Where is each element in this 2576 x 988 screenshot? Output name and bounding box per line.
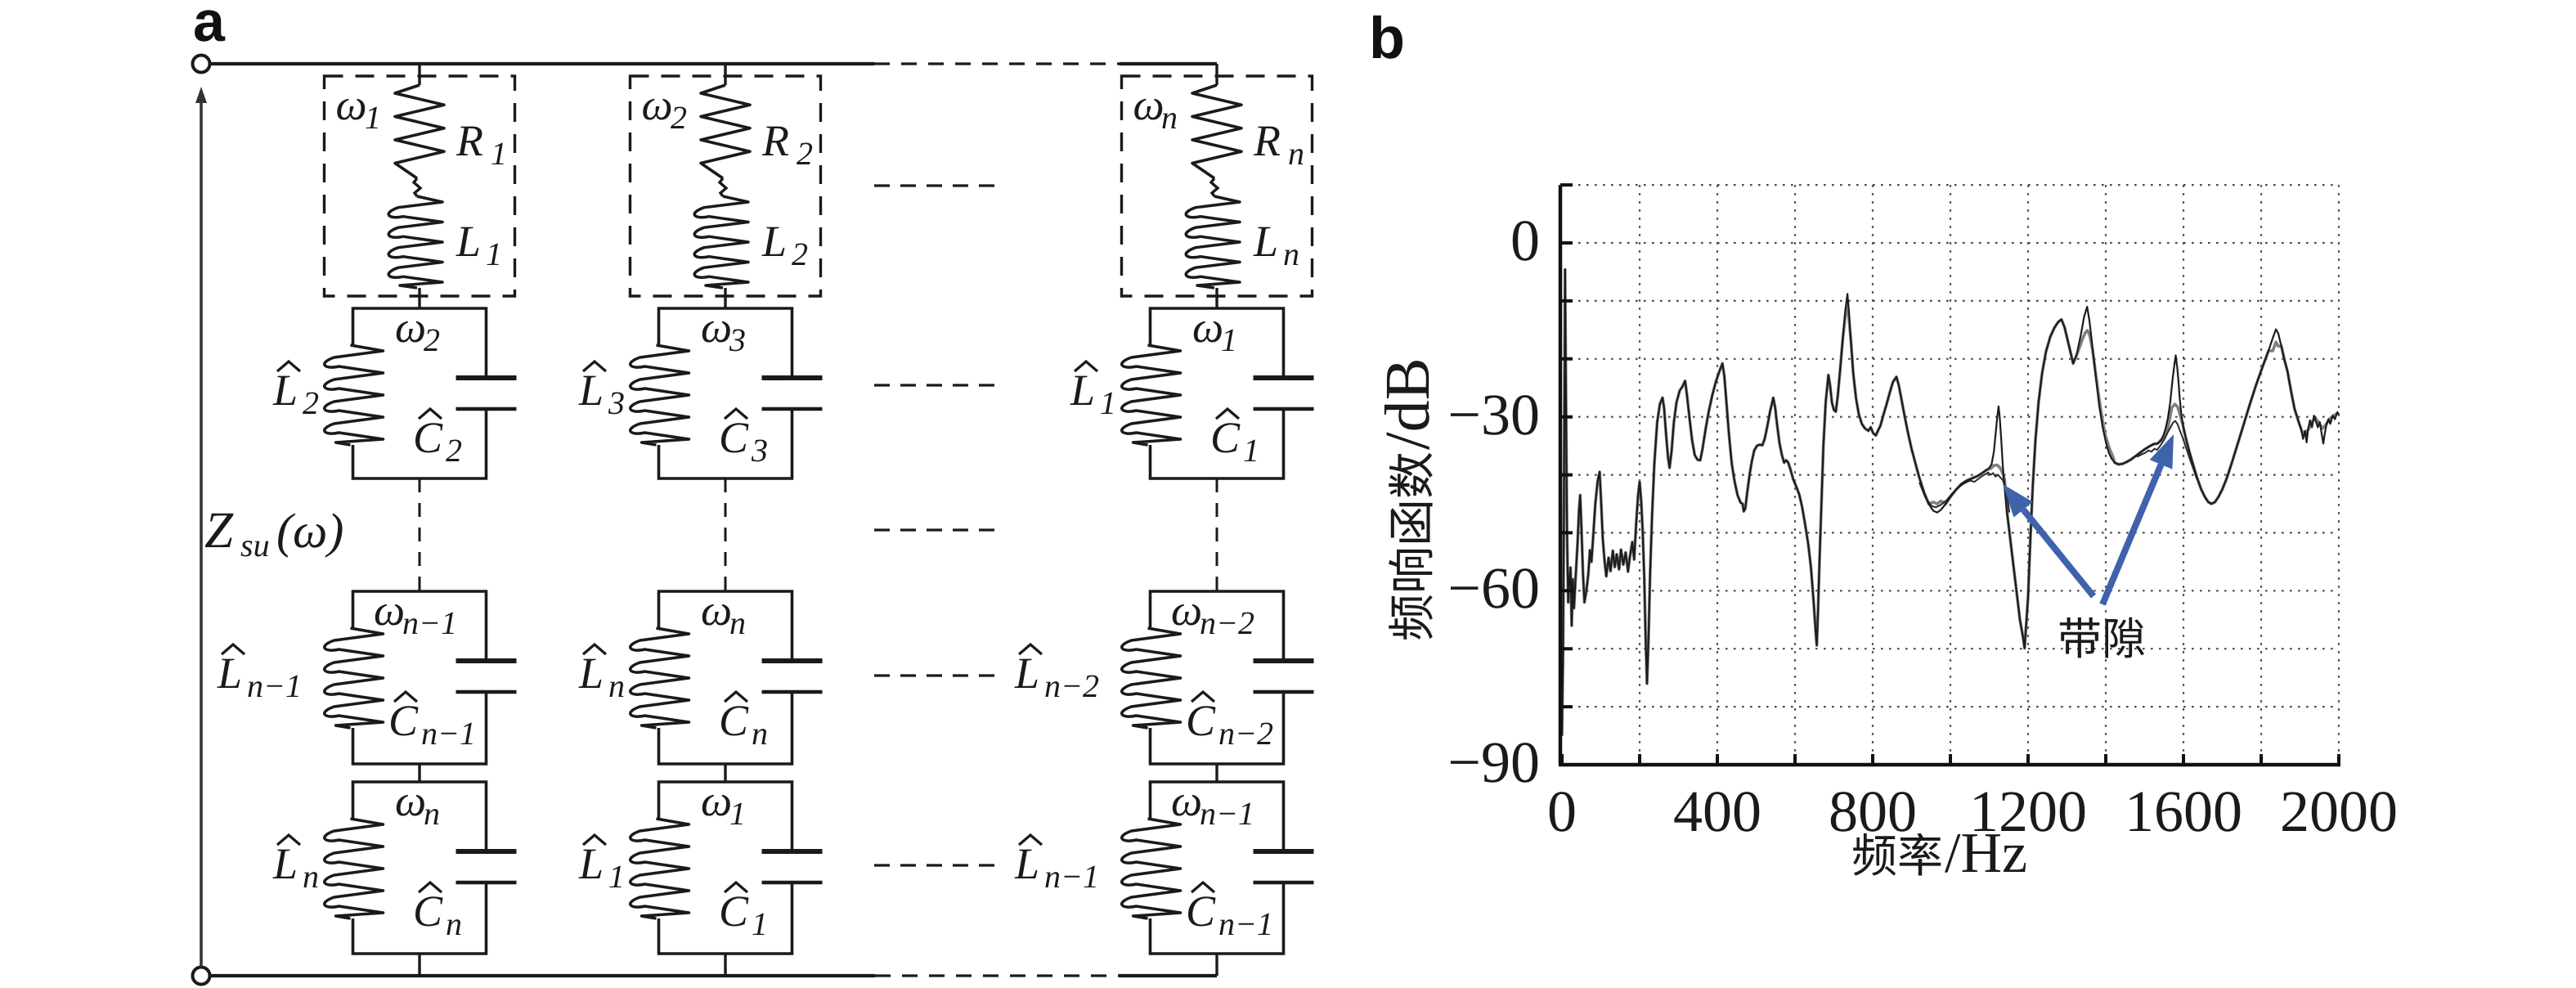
svg-text:n−2: n−2 xyxy=(1200,604,1254,641)
svg-text:C: C xyxy=(413,413,443,462)
svg-text:ω: ω xyxy=(1171,776,1202,825)
svg-text:C: C xyxy=(719,413,749,462)
svg-text:n−1: n−1 xyxy=(1218,905,1273,942)
svg-text:R: R xyxy=(456,116,483,165)
svg-text:ω: ω xyxy=(1133,80,1165,129)
svg-text:n: n xyxy=(752,715,768,752)
svg-text:0: 0 xyxy=(1510,208,1540,273)
svg-text:n: n xyxy=(608,667,625,704)
svg-text:ω: ω xyxy=(701,586,732,635)
svg-text:C: C xyxy=(388,696,419,745)
svg-text:L: L xyxy=(1014,839,1039,888)
svg-text:L: L xyxy=(761,217,787,266)
svg-text:2: 2 xyxy=(671,99,687,136)
svg-text:ω: ω xyxy=(336,80,367,129)
svg-text:L: L xyxy=(456,217,481,266)
svg-text:400: 400 xyxy=(1673,779,1761,844)
svg-text:L: L xyxy=(578,366,604,415)
svg-text:800: 800 xyxy=(1829,779,1917,844)
svg-text:L: L xyxy=(1014,649,1039,698)
svg-text:1: 1 xyxy=(365,99,381,136)
svg-text:2: 2 xyxy=(797,135,813,172)
svg-text:1: 1 xyxy=(486,236,502,272)
svg-text:2: 2 xyxy=(424,321,440,358)
svg-text:3: 3 xyxy=(751,432,768,469)
svg-text:R: R xyxy=(761,116,789,165)
svg-text:ω: ω xyxy=(374,586,405,635)
svg-text:1: 1 xyxy=(491,135,507,172)
svg-text:−90: −90 xyxy=(1447,730,1540,795)
svg-text:n−1: n−1 xyxy=(1200,795,1254,832)
svg-text:C: C xyxy=(1210,413,1241,462)
svg-text:C: C xyxy=(719,696,749,745)
svg-text:2000: 2000 xyxy=(2280,779,2398,844)
svg-text:L: L xyxy=(578,649,604,698)
svg-text:ω: ω xyxy=(701,776,732,825)
svg-text:L: L xyxy=(272,839,298,888)
svg-text:n−1: n−1 xyxy=(402,604,457,641)
svg-text:ω: ω xyxy=(1171,586,1202,635)
svg-text:L: L xyxy=(578,839,604,888)
svg-text:n−1: n−1 xyxy=(1044,858,1099,895)
svg-text:n−2: n−2 xyxy=(1044,667,1099,704)
svg-text:n−2: n−2 xyxy=(1218,715,1273,752)
svg-text:L: L xyxy=(217,649,242,698)
svg-text:n−1: n−1 xyxy=(421,715,476,752)
svg-text:a: a xyxy=(193,0,226,53)
svg-text:n: n xyxy=(1161,99,1178,136)
svg-text:2: 2 xyxy=(446,432,462,469)
svg-text:L: L xyxy=(1253,217,1278,266)
svg-text:L: L xyxy=(1070,366,1095,415)
svg-text:n: n xyxy=(1288,135,1304,172)
svg-text:n: n xyxy=(303,858,319,895)
svg-text:(ω): (ω) xyxy=(276,504,343,558)
svg-text:C: C xyxy=(1186,696,1216,745)
svg-text:n: n xyxy=(729,604,746,641)
svg-text:ω: ω xyxy=(395,776,426,825)
svg-text:1: 1 xyxy=(608,858,625,895)
svg-text:/Hz: /Hz xyxy=(1945,822,2027,885)
svg-text:n: n xyxy=(446,905,462,942)
svg-text:2: 2 xyxy=(792,236,808,272)
svg-text:ω: ω xyxy=(701,303,732,352)
svg-text:1200: 1200 xyxy=(1969,779,2087,844)
svg-text:1: 1 xyxy=(1243,432,1259,469)
svg-text:R: R xyxy=(1253,116,1281,165)
svg-text:0: 0 xyxy=(1547,779,1577,844)
svg-text:1: 1 xyxy=(729,795,746,832)
svg-text:2: 2 xyxy=(303,384,319,421)
svg-text:1: 1 xyxy=(1221,321,1237,358)
svg-text:/dB: /dB xyxy=(1371,357,1443,450)
svg-text:n−1: n−1 xyxy=(247,667,302,704)
svg-text:3: 3 xyxy=(608,384,625,421)
svg-text:L: L xyxy=(272,366,298,415)
svg-text:ω: ω xyxy=(1192,303,1223,352)
svg-text:C: C xyxy=(1186,887,1216,936)
svg-text:n: n xyxy=(424,795,440,832)
svg-text:1600: 1600 xyxy=(2125,779,2242,844)
svg-text:n: n xyxy=(1283,236,1299,272)
svg-text:b: b xyxy=(1369,6,1405,71)
svg-text:1: 1 xyxy=(752,905,768,942)
svg-text:ω: ω xyxy=(642,80,673,129)
svg-text:1: 1 xyxy=(1100,384,1116,421)
svg-text:3: 3 xyxy=(729,321,746,358)
svg-text:C: C xyxy=(413,887,443,936)
svg-text:−30: −30 xyxy=(1447,382,1540,447)
svg-text:su: su xyxy=(240,527,270,564)
svg-text:−60: −60 xyxy=(1447,555,1540,621)
svg-text:C: C xyxy=(719,887,749,936)
svg-text:Z: Z xyxy=(204,501,234,559)
svg-text:ω: ω xyxy=(395,303,426,352)
